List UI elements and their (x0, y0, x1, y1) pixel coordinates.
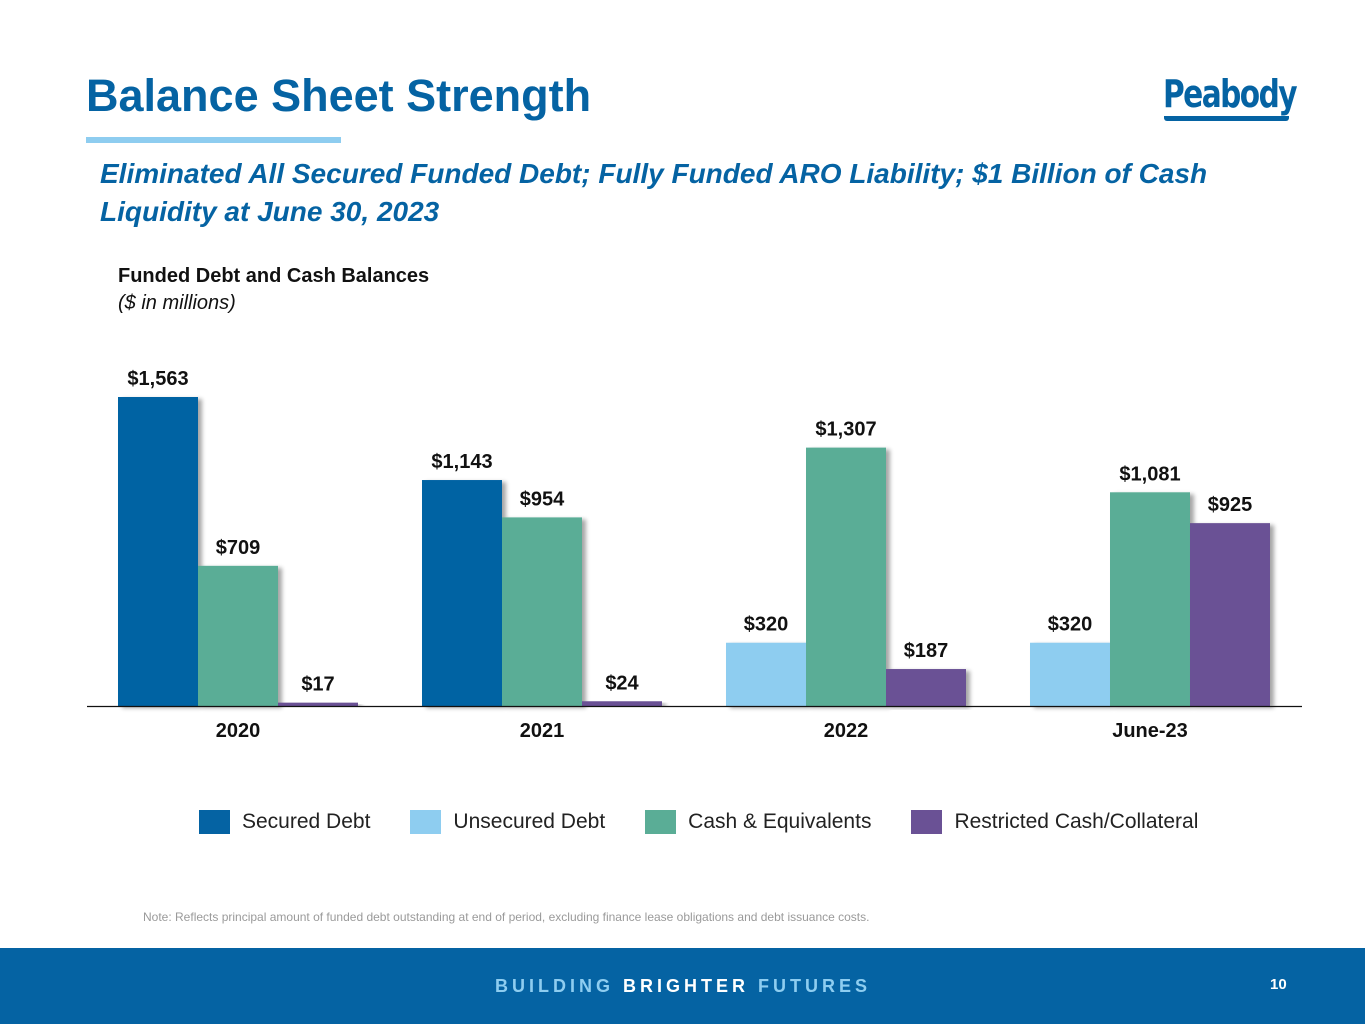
x-tick-label-2020: 2020 (216, 720, 261, 742)
page-number: 10 (1270, 976, 1287, 993)
legend-label: Restricted Cash/Collateral (954, 810, 1199, 833)
legend-label: Unsecured Debt (453, 810, 606, 833)
data-label-2020-secured-debt: $1,563 (127, 368, 188, 390)
bar-2022-restricted-cash-collateral (886, 669, 966, 706)
footer-banner: BUILDING BRIGHTER FUTURES 10 (0, 948, 1365, 1024)
x-tick-label-2021: 2021 (520, 720, 565, 742)
data-label-2021-cash-equivalents: $954 (520, 488, 565, 510)
logo-underline (1164, 116, 1289, 121)
bar-chart: $1,563 $709 $17 2020 $1,143 $954 $24 2021 $320 $1… (87, 368, 1302, 742)
chart-title: Funded Debt and Cash Balances (118, 265, 430, 287)
legend-swatch (645, 810, 677, 834)
legend-item-restricted-cash-collateral: Restricted Cash/Collateral (911, 810, 1198, 834)
bar-2021-cash-equivalents (502, 517, 582, 706)
bar-2020-cash-equivalents (198, 565, 278, 706)
chart-subtitle: ($ in millions) (118, 292, 236, 314)
slide-subtitle: Eliminated All Secured Funded Debt; Full… (100, 158, 1208, 227)
data-label-2021-restricted-cash-collateral: $24 (605, 672, 639, 694)
bar-2021-restricted-cash-collateral (582, 701, 662, 706)
logo-text: Peabody (1163, 72, 1298, 116)
bar-2020-secured-debt (118, 397, 198, 706)
data-label-june-23-restricted-cash-collateral: $925 (1208, 494, 1253, 516)
page-title: Balance Sheet Strength (86, 70, 592, 121)
data-label-2020-cash-equivalents: $709 (216, 537, 261, 559)
footer-tagline: BUILDING BRIGHTER FUTURES (495, 976, 871, 997)
legend-swatch (911, 810, 943, 834)
tagline-part-3: FUTURES (749, 976, 871, 996)
bar-2021-secured-debt (422, 480, 502, 706)
legend-label: Cash & Equivalents (688, 810, 872, 833)
bar-june-23-cash-equivalents (1110, 492, 1190, 706)
tagline-part-2: BRIGHTER (623, 976, 749, 996)
data-label-2021-secured-debt: $1,143 (431, 451, 492, 473)
data-label-2022-restricted-cash-collateral: $187 (904, 640, 949, 662)
bar-june-23-restricted-cash-collateral (1190, 523, 1270, 706)
data-label-2020-restricted-cash-collateral: $17 (301, 674, 334, 696)
x-tick-label-june-23: June-23 (1112, 720, 1188, 742)
legend-item-secured-debt: Secured Debt (199, 810, 370, 834)
title-underline-divider (86, 137, 341, 143)
bar-2022-cash-equivalents (806, 447, 886, 706)
legend-swatch (199, 810, 230, 834)
peabody-logo: Peabody (1163, 72, 1298, 126)
legend-label: Secured Debt (242, 810, 371, 833)
data-label-june-23-cash-equivalents: $1,081 (1119, 463, 1180, 485)
bar-2022-unsecured-debt (726, 642, 806, 706)
chart-legend: Secured Debt Unsecured Debt Cash & Equival… (199, 809, 1238, 835)
data-label-2022-cash-equivalents: $1,307 (815, 419, 876, 441)
footnote: Note: Reflects principal amount of funde… (143, 910, 870, 924)
data-label-2022-unsecured-debt: $320 (744, 614, 789, 636)
bar-june-23-unsecured-debt (1030, 642, 1110, 706)
bar-2020-restricted-cash-collateral (278, 702, 358, 706)
data-label-june-23-unsecured-debt: $320 (1048, 614, 1093, 636)
legend-swatch (410, 810, 442, 834)
legend-item-unsecured-debt: Unsecured Debt (410, 810, 605, 834)
tagline-part-1: BUILDING (495, 976, 623, 996)
x-tick-label-2022: 2022 (824, 720, 869, 742)
legend-item-cash-equivalents: Cash & Equivalents (645, 810, 871, 834)
